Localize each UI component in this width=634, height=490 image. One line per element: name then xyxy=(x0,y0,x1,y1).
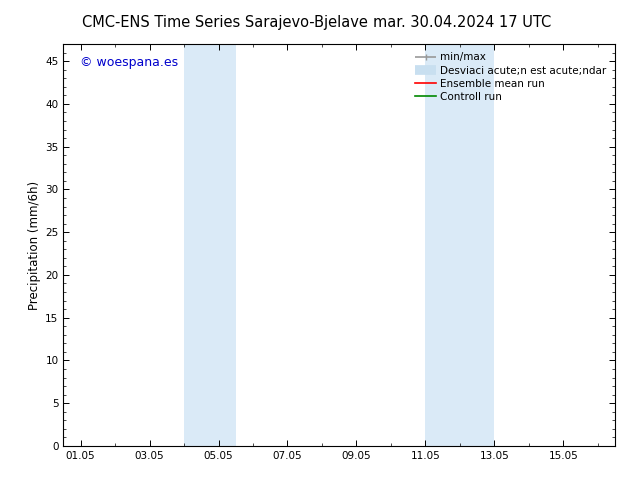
Text: CMC-ENS Time Series Sarajevo-Bjelave: CMC-ENS Time Series Sarajevo-Bjelave xyxy=(82,15,368,30)
Y-axis label: Precipitation (mm/6h): Precipitation (mm/6h) xyxy=(28,180,41,310)
Text: © woespana.es: © woespana.es xyxy=(80,56,178,69)
Legend: min/max, Desviaci acute;n est acute;ndar, Ensemble mean run, Controll run: min/max, Desviaci acute;n est acute;ndar… xyxy=(411,49,611,106)
Text: mar. 30.04.2024 17 UTC: mar. 30.04.2024 17 UTC xyxy=(373,15,552,30)
Bar xyxy=(425,44,495,446)
Bar xyxy=(184,44,236,446)
